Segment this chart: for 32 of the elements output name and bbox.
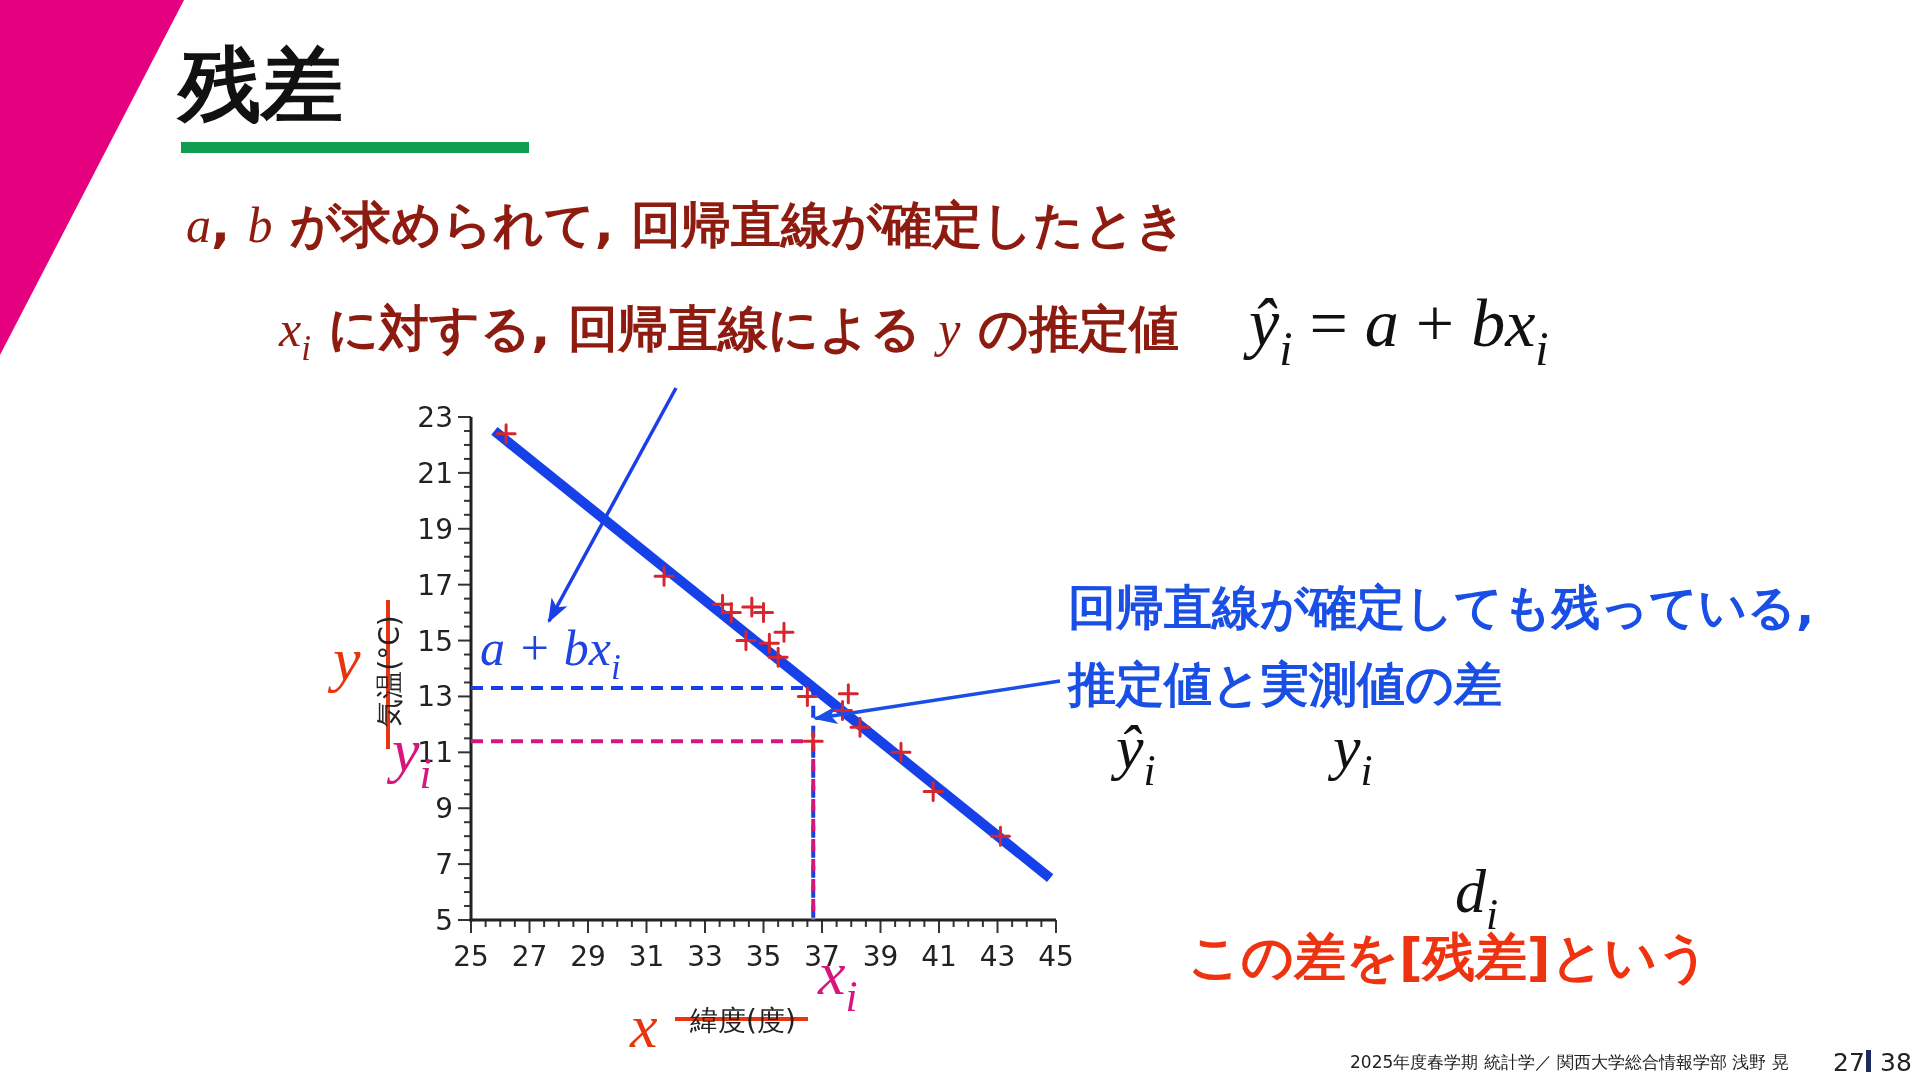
text: y bbox=[327, 625, 361, 693]
y-tick-label: 5 bbox=[435, 904, 453, 937]
x-tick-label: 39 bbox=[862, 940, 899, 973]
text: ŷ$_{i}$ = a + bx$_{i}$ bbox=[1243, 285, 1549, 376]
y-tick-label: 9 bbox=[435, 792, 453, 826]
text: 2025年度春学期 統計学／ 関西大学総合情報学部 浅野 晃 bbox=[1350, 1052, 1789, 1072]
y-tick-label: 23 bbox=[417, 401, 453, 434]
y-tick-label: 15 bbox=[417, 624, 453, 658]
x-tick-label: 29 bbox=[570, 940, 606, 973]
x-tick-label: 45 bbox=[1038, 940, 1074, 973]
text: y$_{i}$ bbox=[1327, 713, 1373, 795]
y-tick-label: 13 bbox=[417, 680, 453, 714]
text: ŷ$_{i}$ bbox=[1110, 713, 1156, 795]
text: a, b が求められて, 回帰直線が確定したとき bbox=[186, 196, 1187, 254]
x-tick-label: 33 bbox=[687, 940, 723, 973]
x-tick-label: 31 bbox=[628, 940, 665, 973]
y-tick-label: 7 bbox=[435, 848, 453, 882]
x-tick-label: 25 bbox=[453, 940, 489, 973]
text: 38 bbox=[1880, 1048, 1912, 1077]
text: x bbox=[629, 992, 658, 1060]
y-tick-label: 19 bbox=[417, 512, 453, 546]
annotation: 推定値と実測値の差 bbox=[1066, 656, 1502, 712]
y-tick-label: 17 bbox=[417, 568, 453, 602]
text: 27 bbox=[1833, 1048, 1865, 1077]
text: 回帰直線が確定しても残っている, bbox=[1068, 579, 1815, 635]
x-tick-label: 43 bbox=[979, 940, 1016, 973]
x-tick-label: 35 bbox=[745, 940, 782, 973]
x-tick-label: 27 bbox=[511, 940, 548, 973]
x-tick-label: 41 bbox=[921, 940, 957, 973]
chart-title: 残差 bbox=[176, 37, 343, 132]
text: x$_{i}$ に対する, 回帰直線による y の推定値 bbox=[278, 300, 1179, 368]
y-tick-label: 21 bbox=[417, 456, 453, 490]
